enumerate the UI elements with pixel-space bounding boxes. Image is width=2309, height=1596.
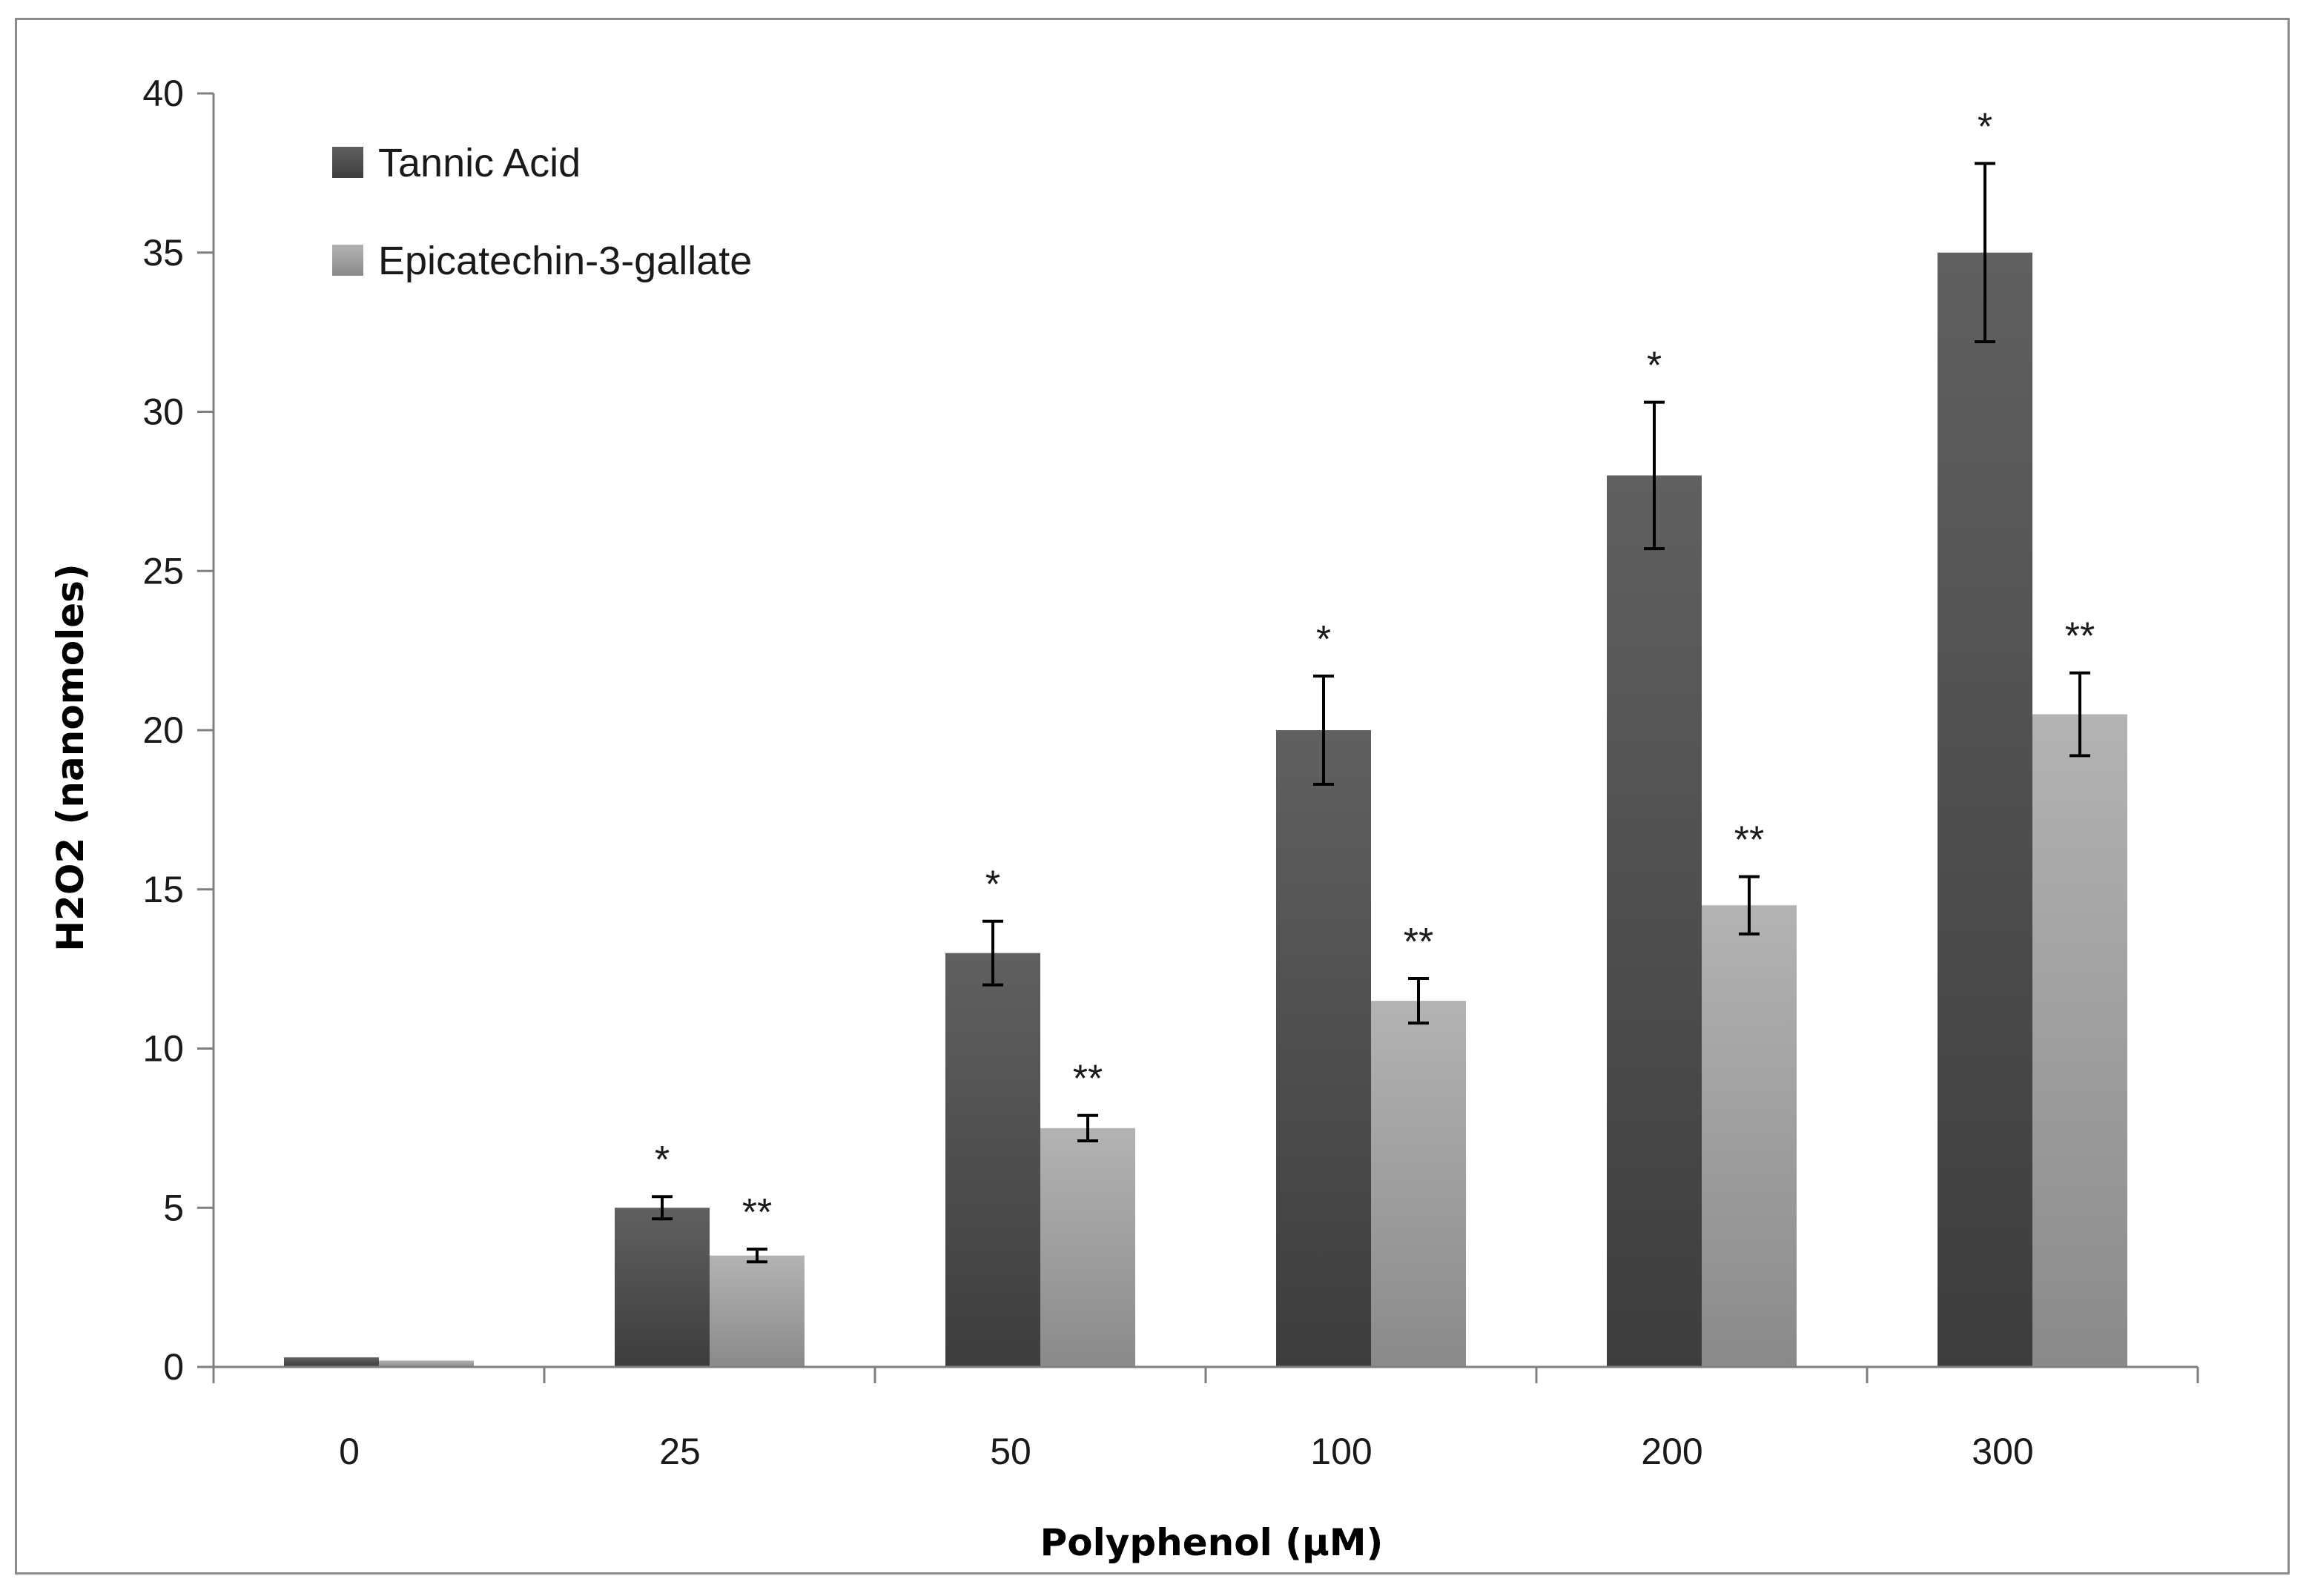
- bar-s0-100: [1276, 730, 1371, 1367]
- error-bar-s1-50: [1077, 1113, 1098, 1143]
- significance-mark-s0-25: *: [655, 1139, 670, 1182]
- axes-layer: 0 5 10 15 20 25 30 35 40 0 25 50 100 200 300: [142, 73, 2199, 1472]
- significance-mark-s0-300: *: [1978, 105, 1992, 148]
- x-tick-label-25: 25: [659, 1431, 701, 1472]
- bar-s1-0: [379, 1360, 474, 1367]
- x-axis-title: Polyphenol (µM): [1040, 1521, 1384, 1564]
- error-bars-layer: [652, 162, 2090, 1264]
- y-tick-label-20: 20: [142, 709, 184, 751]
- significance-mark-s1-25: **: [742, 1191, 772, 1234]
- significance-layer: ***************: [655, 105, 2095, 1234]
- y-tick-label-15: 15: [142, 869, 184, 910]
- legend-swatch-s1: [332, 245, 363, 276]
- legend-label-s1: Epicatechin-3-gallate: [378, 239, 752, 283]
- bar-s1-200: [1702, 905, 1797, 1367]
- x-tick-label-300: 300: [1972, 1431, 2033, 1472]
- error-bar-s0-100: [1313, 674, 1334, 787]
- x-tick-label-50: 50: [990, 1431, 1031, 1472]
- bar-s0-0: [284, 1357, 379, 1367]
- error-bar-s0-200: [1644, 400, 1665, 551]
- significance-mark-s1-50: **: [1073, 1058, 1103, 1101]
- y-tick-label-5: 5: [163, 1187, 184, 1228]
- y-tick-label-25: 25: [142, 550, 184, 592]
- x-tick-label-0: 0: [339, 1431, 360, 1472]
- legend-label-s0: Tannic Acid: [378, 141, 581, 185]
- y-tick-label-30: 30: [142, 391, 184, 433]
- bar-s0-25: [615, 1208, 710, 1367]
- bar-s1-300: [2032, 714, 2127, 1367]
- error-bar-s1-25: [747, 1248, 767, 1264]
- significance-mark-s0-200: *: [1647, 345, 1662, 388]
- error-bar-s1-200: [1739, 875, 1760, 936]
- chart-frame: [15, 18, 2290, 1575]
- x-tick-label-200: 200: [1641, 1431, 1702, 1472]
- significance-mark-s1-200: **: [1734, 819, 1764, 862]
- error-bar-s0-25: [652, 1195, 673, 1221]
- y-tick-label-40: 40: [142, 73, 184, 114]
- bar-s0-300: [1938, 252, 2032, 1367]
- bar-s0-50: [945, 953, 1040, 1367]
- significance-mark-s1-100: **: [1404, 921, 1433, 964]
- error-bar-s1-100: [1408, 977, 1429, 1025]
- legend: Tannic Acid Epicatechin-3-gallate: [332, 141, 752, 283]
- significance-mark-s0-100: *: [1316, 618, 1331, 661]
- y-tick-label-10: 10: [142, 1028, 184, 1070]
- bar-s1-100: [1371, 1001, 1466, 1367]
- y-tick-label-0: 0: [163, 1346, 184, 1388]
- bars-layer: [284, 252, 2127, 1367]
- x-tick-label-100: 100: [1310, 1431, 1372, 1472]
- bar-s1-50: [1040, 1128, 1135, 1367]
- y-axis-title: H2O2 (nanomoles): [49, 563, 92, 952]
- error-bar-s0-50: [982, 919, 1003, 987]
- bar-s1-25: [710, 1255, 805, 1367]
- error-bar-s0-300: [1975, 162, 1995, 344]
- error-bar-s1-300: [2069, 671, 2090, 758]
- legend-swatch-s0: [332, 147, 363, 178]
- bar-s0-200: [1607, 475, 1702, 1367]
- y-tick-label-35: 35: [142, 232, 184, 274]
- significance-mark-s0-50: *: [985, 864, 1000, 907]
- significance-mark-s1-300: **: [2065, 615, 2095, 658]
